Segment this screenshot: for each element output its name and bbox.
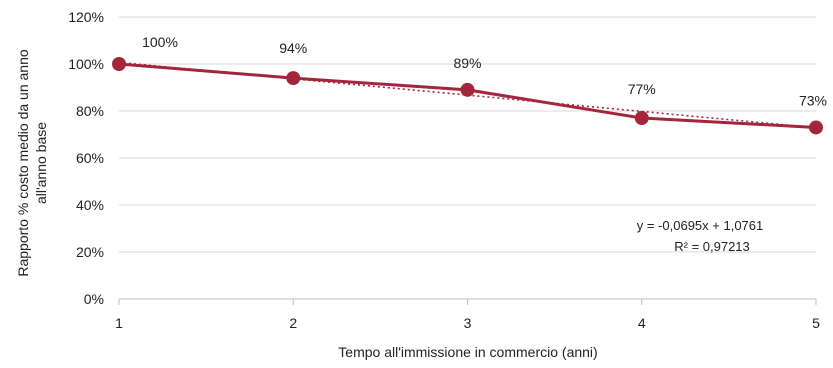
y-axis-title-line-2: all'anno base: [33, 122, 49, 204]
data-label-0: 100%: [142, 34, 178, 50]
x-tick-label-3: 4: [638, 315, 646, 331]
data-label-3: 77%: [628, 81, 656, 97]
data-label-4: 73%: [799, 92, 827, 108]
y-tick-label-3: 60%: [76, 150, 104, 166]
y-tick-label-6: 120%: [68, 9, 104, 25]
x-tick-label-4: 5: [812, 315, 820, 331]
data-point-2: [460, 82, 475, 97]
trendline-r-squared: R² = 0,97213: [674, 239, 750, 254]
y-tick-label-5: 100%: [68, 56, 104, 72]
data-point-0: [112, 57, 126, 71]
data-label-2: 89%: [453, 55, 481, 71]
trendline-equation: y = -0,0695x + 1,0761: [637, 218, 763, 233]
axes: [118, 298, 817, 305]
y-tick-label-0: 0%: [84, 291, 104, 307]
x-tick-label-2: 3: [464, 315, 472, 331]
series-group: [112, 57, 823, 135]
data-point-1: [286, 71, 301, 86]
labels-group: Rapporto % costo medio da un anno all'an…: [15, 9, 827, 360]
y-axis-title-line-1: Rapporto % costo medio da un anno: [15, 49, 31, 276]
y-tick-label-2: 40%: [76, 197, 104, 213]
data-point-4: [809, 120, 823, 135]
x-tick-label-1: 2: [289, 315, 297, 331]
data-point-3: [634, 111, 649, 126]
x-tick-label-0: 1: [115, 315, 123, 331]
grid-lines: [119, 16, 816, 253]
y-tick-label-4: 80%: [76, 103, 104, 119]
data-label-1: 94%: [279, 40, 307, 56]
x-axis-title: Tempo all'immissione in commercio (anni): [338, 344, 597, 360]
y-tick-label-1: 20%: [76, 244, 104, 260]
